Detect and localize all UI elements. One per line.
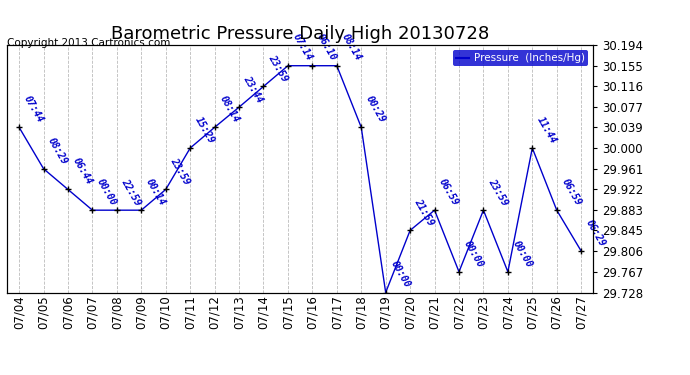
Text: 07:14: 07:14 (290, 33, 314, 63)
Text: 07:44: 07:44 (22, 94, 46, 124)
Text: 06:10: 06:10 (315, 33, 339, 63)
Text: 00:00: 00:00 (388, 259, 412, 290)
Text: 06:59: 06:59 (560, 177, 583, 207)
Text: 06:59: 06:59 (437, 177, 461, 207)
Text: 21:59: 21:59 (413, 197, 436, 228)
Title: Barometric Pressure Daily High 20130728: Barometric Pressure Daily High 20130728 (111, 26, 489, 44)
Text: Copyright 2013 Cartronics.com: Copyright 2013 Cartronics.com (7, 38, 170, 48)
Text: 23:59: 23:59 (266, 53, 290, 84)
Text: 08:29: 08:29 (46, 135, 70, 166)
Text: 00:00: 00:00 (95, 177, 119, 207)
Text: 00:29: 00:29 (364, 94, 387, 124)
Text: 00:14: 00:14 (144, 177, 168, 207)
Text: 23:59: 23:59 (486, 177, 509, 207)
Text: 08:14: 08:14 (217, 94, 241, 124)
Text: 15:29: 15:29 (193, 115, 216, 145)
Text: 23:59: 23:59 (168, 156, 192, 187)
Text: 00:00: 00:00 (462, 238, 485, 269)
Text: 22:59: 22:59 (119, 177, 143, 207)
Text: 06:29: 06:29 (584, 218, 607, 248)
Text: 08:14: 08:14 (339, 33, 363, 63)
Legend: Pressure  (Inches/Hg): Pressure (Inches/Hg) (453, 50, 588, 66)
Text: 00:00: 00:00 (511, 238, 534, 269)
Text: 06:44: 06:44 (71, 156, 94, 187)
Text: 23:44: 23:44 (241, 74, 265, 104)
Text: 11:44: 11:44 (535, 115, 558, 145)
